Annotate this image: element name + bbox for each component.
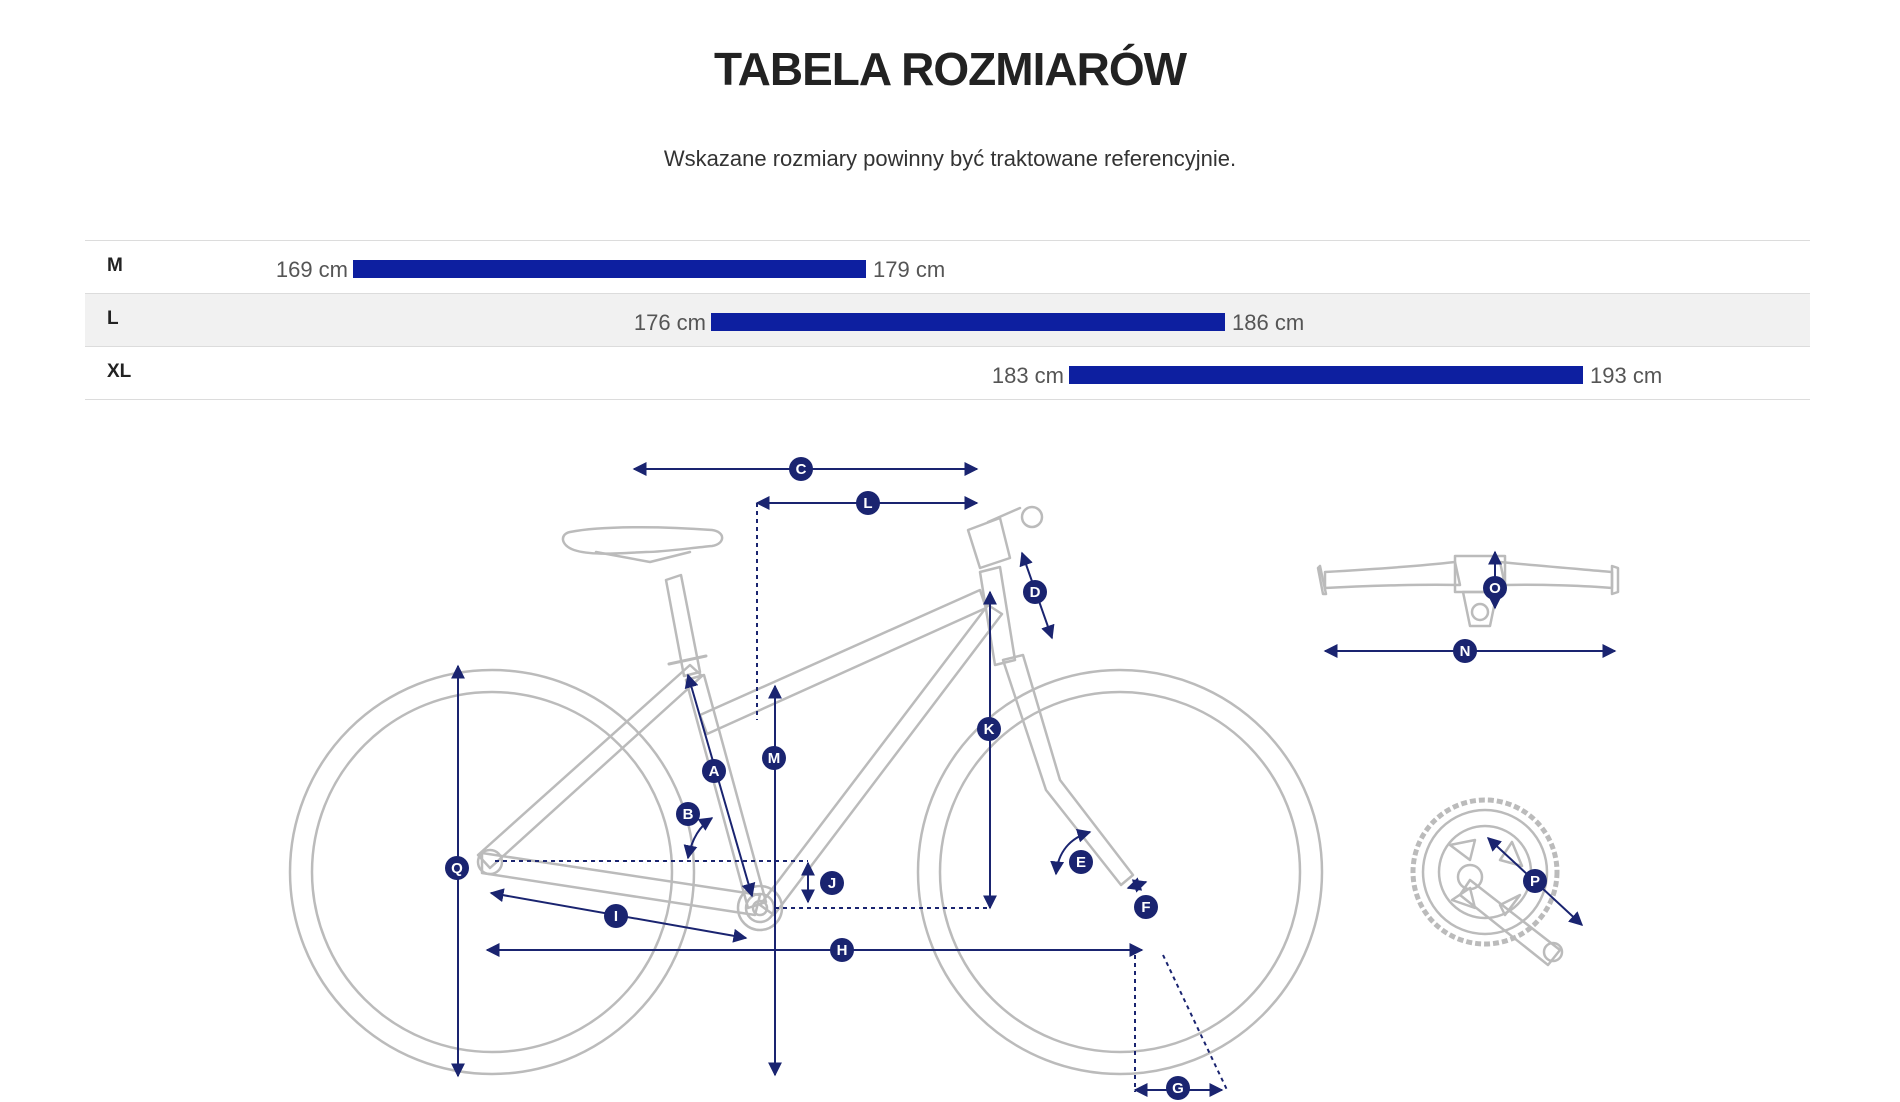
svg-text:F: F: [1141, 899, 1150, 916]
bike-outline: [288, 505, 1324, 1076]
label-l: L: [856, 491, 880, 515]
svg-text:B: B: [683, 806, 694, 823]
page-subtitle: Wskazane rozmiary powinny być traktowane…: [663, 146, 1237, 171]
svg-text:G: G: [1172, 1080, 1184, 1097]
dimension-b: [683, 817, 714, 860]
handlebar-detail: [1316, 554, 1620, 628]
size-row-l: L 176 cm 186 cm: [85, 294, 1810, 347]
size-row-m: M 169 cm 179 cm: [85, 241, 1810, 294]
height-min: 183 cm: [991, 363, 1064, 388]
size-label: L: [107, 308, 119, 329]
page-title: TABELA ROZMIARÓW: [713, 43, 1187, 95]
size-row-xl: XL 183 cm 193 cm: [85, 347, 1810, 400]
label-c: C: [789, 457, 813, 481]
svg-text:P: P: [1530, 873, 1540, 890]
height-range-bar: [353, 260, 866, 278]
svg-text:L: L: [863, 495, 872, 512]
label-o: O: [1483, 576, 1507, 600]
svg-text:C: C: [796, 461, 807, 478]
svg-text:M: M: [768, 750, 781, 767]
height-max: 186 cm: [1232, 310, 1305, 335]
front-wheel: [916, 668, 1324, 1076]
height-max: 193 cm: [1590, 363, 1663, 388]
label-f: F: [1134, 895, 1158, 919]
height-range-bar: [1069, 366, 1583, 384]
label-g: G: [1166, 1076, 1190, 1100]
height-range-bar: [711, 313, 1225, 331]
label-k: K: [977, 717, 1001, 741]
label-q: Q: [445, 856, 469, 880]
label-p: P: [1523, 869, 1547, 893]
svg-text:E: E: [1076, 854, 1086, 871]
svg-text:Q: Q: [451, 860, 463, 877]
dimension-e: [1050, 828, 1092, 876]
size-label: XL: [107, 361, 132, 382]
label-d: D: [1023, 580, 1047, 604]
svg-text:J: J: [828, 875, 836, 892]
svg-text:O: O: [1489, 580, 1501, 597]
svg-text:I: I: [614, 908, 618, 925]
height-max: 179 cm: [873, 257, 946, 282]
size-label: M: [107, 255, 123, 276]
svg-text:H: H: [837, 942, 848, 959]
svg-text:K: K: [984, 721, 995, 738]
label-n: N: [1453, 639, 1477, 663]
label-m: M: [762, 746, 786, 770]
size-chart-table: M 169 cm 179 cm L 176 cm 186 cm XL 183 c…: [85, 240, 1810, 400]
svg-text:N: N: [1460, 643, 1471, 660]
label-b: B: [676, 802, 700, 826]
height-min: 169 cm: [275, 257, 348, 282]
dimension-f: [1126, 877, 1148, 893]
label-e: E: [1069, 850, 1093, 874]
label-i: I: [604, 904, 628, 928]
svg-text:A: A: [709, 763, 720, 780]
label-h: H: [830, 938, 854, 962]
dimension-a: [684, 673, 756, 898]
label-j: J: [820, 871, 844, 895]
height-min: 176 cm: [633, 310, 706, 335]
label-a: A: [702, 759, 726, 783]
svg-text:D: D: [1030, 584, 1041, 601]
rear-wheel: [288, 668, 696, 1076]
